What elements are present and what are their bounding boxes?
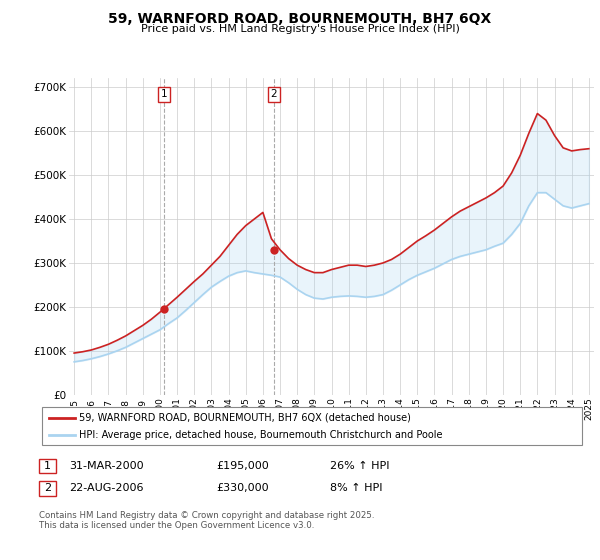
Text: 59, WARNFORD ROAD, BOURNEMOUTH, BH7 6QX: 59, WARNFORD ROAD, BOURNEMOUTH, BH7 6QX — [109, 12, 491, 26]
Text: Contains HM Land Registry data © Crown copyright and database right 2025.
This d: Contains HM Land Registry data © Crown c… — [39, 511, 374, 530]
Text: 2: 2 — [44, 483, 51, 493]
Text: 2: 2 — [271, 90, 277, 100]
Text: £330,000: £330,000 — [216, 483, 269, 493]
Text: Price paid vs. HM Land Registry's House Price Index (HPI): Price paid vs. HM Land Registry's House … — [140, 24, 460, 34]
Text: 1: 1 — [161, 90, 167, 100]
Text: 31-MAR-2000: 31-MAR-2000 — [69, 461, 143, 471]
Text: 22-AUG-2006: 22-AUG-2006 — [69, 483, 143, 493]
Text: 8% ↑ HPI: 8% ↑ HPI — [330, 483, 383, 493]
Text: 26% ↑ HPI: 26% ↑ HPI — [330, 461, 389, 471]
Text: £195,000: £195,000 — [216, 461, 269, 471]
Text: 59, WARNFORD ROAD, BOURNEMOUTH, BH7 6QX (detached house): 59, WARNFORD ROAD, BOURNEMOUTH, BH7 6QX … — [79, 413, 411, 423]
Text: HPI: Average price, detached house, Bournemouth Christchurch and Poole: HPI: Average price, detached house, Bour… — [79, 430, 443, 440]
Text: 1: 1 — [44, 461, 51, 471]
